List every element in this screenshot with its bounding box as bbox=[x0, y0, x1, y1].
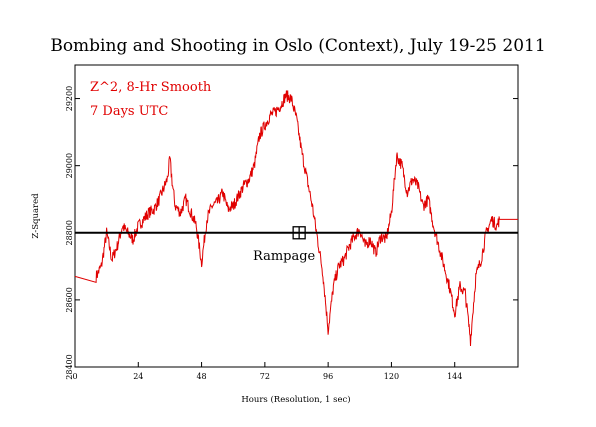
y-tick-label: 28800 bbox=[65, 220, 74, 245]
y-tick-label: 28400 bbox=[65, 354, 74, 379]
x-tick-label: 144 bbox=[447, 372, 462, 381]
annotation-period: 7 Days UTC bbox=[90, 104, 168, 119]
axis-ticks: 0 24 48 72 96 120 144 28400 28600 28800 29000 29200 bbox=[65, 86, 518, 381]
x-tick-label: 48 bbox=[196, 372, 206, 381]
chart-title: Bombing and Shooting in Oslo (Context), … bbox=[50, 36, 545, 56]
x-tick-label: 24 bbox=[133, 372, 143, 381]
event-marker-group bbox=[292, 226, 306, 240]
annotation-smoothing: Z^2, 8-Hr Smooth bbox=[90, 80, 212, 95]
y-axis-label: Z-Squared bbox=[31, 193, 41, 239]
y-tick-label: 29200 bbox=[65, 86, 74, 111]
series-group bbox=[74, 90, 518, 347]
x-tick-label: 96 bbox=[323, 372, 333, 381]
x-tick-label: 0 bbox=[72, 372, 77, 381]
y-tick-label: 28600 bbox=[65, 287, 74, 312]
x-tick-label: 120 bbox=[384, 372, 399, 381]
y-tick-label: 29000 bbox=[65, 153, 74, 178]
plot-frame bbox=[74, 64, 519, 368]
event-label: Rampage bbox=[253, 249, 316, 264]
series-line bbox=[74, 90, 518, 347]
x-axis-label: Hours (Resolution, 1 sec) bbox=[241, 394, 350, 405]
x-tick-label: 72 bbox=[260, 372, 270, 381]
